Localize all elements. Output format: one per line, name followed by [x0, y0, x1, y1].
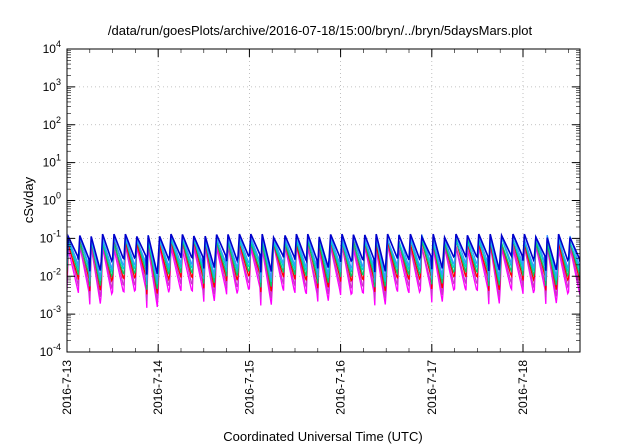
x-tick-label: 2016-7-16: [334, 360, 348, 415]
y-tick-label: 10-2: [40, 266, 61, 283]
y-tick-exponent: -4: [53, 342, 61, 352]
y-tick-label: 10-4: [40, 342, 61, 359]
x-axis-label: Coordinated Universal Time (UTC): [223, 429, 422, 444]
x-tick-label: 2016-7-18: [516, 360, 530, 415]
x-tick-label: 2016-7-13: [60, 360, 74, 415]
y-tick-base: 10: [43, 80, 57, 94]
y-tick-exponent: 0: [56, 191, 61, 201]
x-tick-label: 2016-7-15: [242, 360, 256, 415]
y-tick-exponent: -3: [53, 304, 61, 314]
y-tick-base: 10: [43, 194, 57, 208]
grid: [67, 49, 580, 352]
y-tick-label: 103: [43, 77, 61, 94]
chart-title: /data/run/goesPlots/archive/2016-07-18/1…: [108, 23, 533, 38]
y-tick-base: 10: [40, 231, 54, 245]
y-tick-base: 10: [43, 118, 57, 132]
y-tick-label: 10-3: [40, 304, 61, 321]
y-tick-label: 101: [43, 153, 61, 170]
y-tick-label: 102: [43, 115, 61, 132]
y-tick-label: 104: [43, 39, 61, 56]
y-tick-label: 10-1: [40, 228, 61, 245]
y-tick-exponent: 2: [56, 115, 61, 125]
y-axis-label: cSv/day: [21, 176, 36, 223]
y-tick-label: 100: [43, 191, 61, 208]
y-tick-exponent: -1: [53, 228, 61, 238]
y-tick-exponent: 3: [56, 77, 61, 87]
series-group: [67, 232, 580, 308]
y-tick-base: 10: [40, 345, 54, 359]
y-tick-exponent: 1: [56, 153, 61, 163]
x-tick-label: 2016-7-14: [151, 360, 165, 415]
x-tick-label: 2016-7-17: [425, 360, 439, 415]
x-axis: 2016-7-13 2016-7-14 2016-7-15 2016-7-16 2016…: [60, 49, 569, 415]
y-tick-base: 10: [40, 307, 54, 321]
y-tick-exponent: -2: [53, 266, 61, 276]
y-tick-base: 10: [43, 42, 57, 56]
y-tick-base: 10: [40, 269, 54, 283]
y-tick-exponent: 4: [56, 39, 61, 49]
series-line: [67, 232, 580, 275]
y-tick-base: 10: [43, 156, 57, 170]
